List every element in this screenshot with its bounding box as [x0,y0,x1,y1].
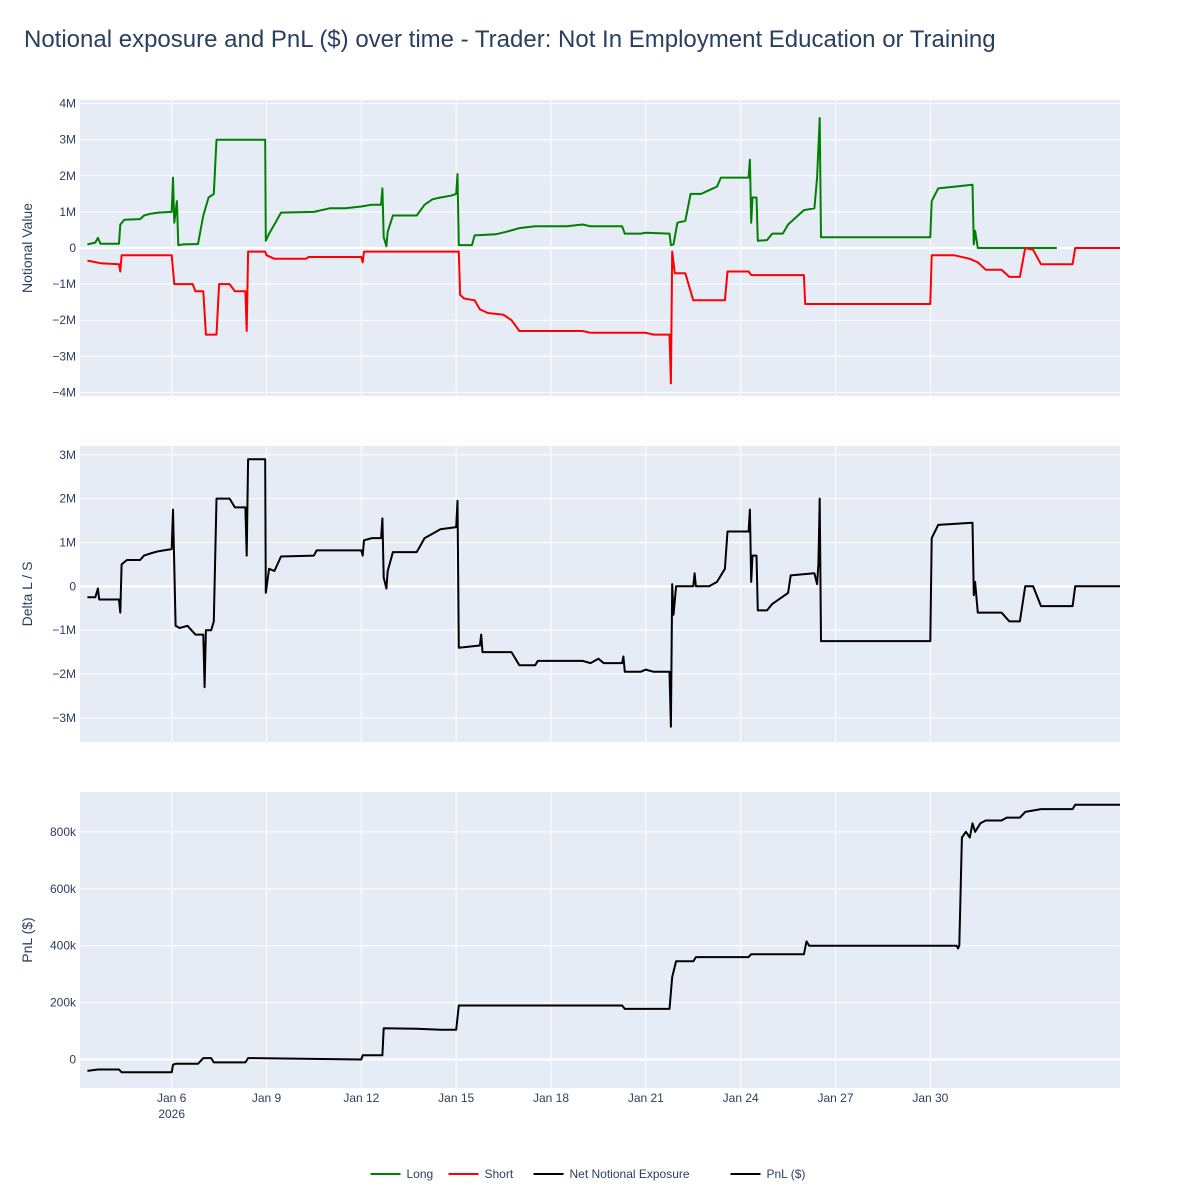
y-tick-label: −1M [52,277,76,291]
series-line-net-notional-exposure [87,458,1120,728]
x-tick-label: Jan 12 [343,1091,379,1105]
legend-label-net-notional-exposure: Net Notional Exposure [570,1167,690,1181]
y-tick-label: −3M [52,711,76,725]
y-tick-label: 0 [69,579,76,593]
x-tick-label: Jan 15 [438,1091,474,1105]
y-tick-label: 400k [50,939,77,953]
plot-background [80,446,1120,742]
panel-delta-ls: 3M 2M 1M 0 −1M −2M −3M Delta L / S [19,446,1120,742]
y-axis-title: PnL ($) [19,917,35,962]
y-tick-label: 2M [59,169,76,183]
y-axis-title: Notional Value [19,203,35,293]
y-tick-label: 2M [59,492,76,506]
x-tick-label: Jan 24 [723,1091,759,1105]
x-tick-label: Jan 18 [533,1091,569,1105]
series-line-pnl [87,803,1120,1074]
y-tick-label: −4M [52,385,76,399]
y-tick-label: 0 [69,1053,76,1067]
y-tick-label: −1M [52,623,76,637]
x-tick-label: Jan 9 [252,1091,282,1105]
y-axis-title: Delta L / S [19,562,35,627]
chart-title: Notional exposure and PnL ($) over time … [24,26,996,53]
y-tick-label: 3M [59,448,76,462]
x-tick-label: Jan 21 [628,1091,664,1105]
y-tick-label: 3M [59,133,76,147]
y-tick-label: 1M [59,535,76,549]
y-tick-label: −3M [52,349,76,363]
series-line-short [87,247,1120,385]
y-tick-label: 200k [50,996,77,1010]
x-tick-sublabel: 2026 [158,1107,185,1121]
panel-pnl: 800k 600k 400k 200k 0 PnL ($) Jan 6 2026 Jan 9 Ja… [19,792,1120,1121]
x-tick-label: Jan 30 [912,1091,948,1105]
y-tick-label: 800k [50,825,77,839]
y-tick-label: −2M [52,313,76,327]
panel-notional-value: 4M 3M 2M 1M 0 −1M −2M −3M −4M Notional Value [19,97,1120,399]
legend: Long Short Net Notional Exposure PnL ($) [370,1167,806,1181]
y-tick-label: −2M [52,667,76,681]
series-line-long [87,117,1057,249]
x-tick-label: Jan 27 [817,1091,853,1105]
y-tick-label: 0 [69,241,76,255]
legend-label-long: Long [407,1167,434,1181]
x-tick-label: Jan 6 [157,1091,187,1105]
legend-label-short: Short [485,1167,514,1181]
plot-background [80,792,1120,1088]
legend-label-pnl: PnL ($) [767,1167,806,1181]
y-tick-label: 1M [59,205,76,219]
y-tick-label: 600k [50,882,77,896]
y-tick-label: 4M [59,97,76,111]
